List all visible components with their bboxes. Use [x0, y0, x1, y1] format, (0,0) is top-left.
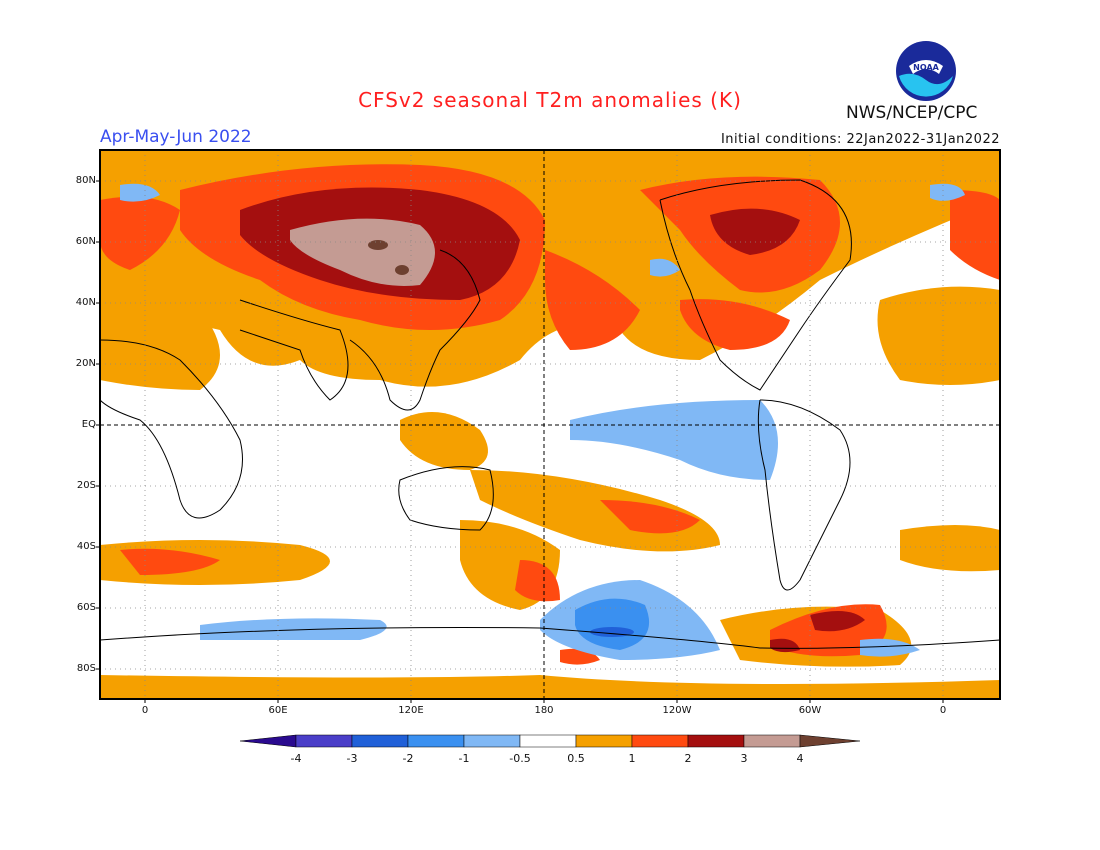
lat-label: EQ	[81, 419, 96, 430]
initial-conditions: Initial conditions: 22Jan2022-31Jan2022	[720, 132, 1000, 147]
colorbar-bin-5	[519, 734, 577, 748]
colorbar-arrow-high	[799, 734, 861, 748]
logo-text: NOAA	[913, 63, 939, 72]
lon-label: 60W	[798, 705, 822, 716]
colorbar-bin-9	[743, 734, 801, 748]
colorbar-bin-8	[687, 734, 745, 748]
lon-label: 120W	[662, 705, 692, 716]
colorbar-bin-6	[575, 734, 633, 748]
colorbar	[239, 734, 861, 748]
lon-label: 60E	[268, 705, 288, 716]
lat-label: 60N	[75, 236, 96, 247]
colorbar-label: 2	[684, 752, 692, 765]
lat-label: 80N	[75, 175, 96, 186]
colorbar-label: 0.5	[567, 752, 585, 765]
reference-lines	[100, 150, 1000, 699]
organization-label: NWS/NCEP/CPC	[846, 103, 978, 123]
forecast-period: Apr-May-Jun 2022	[100, 127, 252, 147]
lat-label: 80S	[76, 663, 96, 674]
colorbar-bin-3	[407, 734, 465, 748]
colorbar-bin-2	[351, 734, 409, 748]
colorbar-bin-4	[463, 734, 521, 748]
colorbar-label: 3	[740, 752, 748, 765]
colorbar-label: -1	[458, 752, 470, 765]
page-title: CFSv2 seasonal T2m anomalies (K)	[358, 88, 742, 112]
lon-label: 0	[939, 705, 947, 716]
colorbar-label: -0.5	[509, 752, 531, 765]
coastlines	[100, 179, 1000, 649]
lat-label: 40N	[75, 297, 96, 308]
lat-label: 20S	[76, 480, 96, 491]
gridlines	[100, 150, 1000, 699]
colorbar-label: 1	[628, 752, 636, 765]
lon-label: 120E	[398, 705, 424, 716]
colorbar-label: -4	[290, 752, 302, 765]
colorbar-label: -2	[402, 752, 414, 765]
lat-label: 20N	[75, 358, 96, 369]
lon-label: 180	[534, 705, 554, 716]
colorbar-bin-7	[631, 734, 689, 748]
noaa-logo-icon: NOAA	[896, 41, 956, 101]
colorbar-arrow-low	[239, 734, 297, 748]
lat-label: 60S	[76, 602, 96, 613]
anomaly-field	[100, 150, 1000, 699]
lat-label: 40S	[76, 541, 96, 552]
lon-label: 0	[141, 705, 149, 716]
colorbar-label: -3	[346, 752, 358, 765]
colorbar-bin-1	[295, 734, 353, 748]
colorbar-label: 4	[796, 752, 804, 765]
